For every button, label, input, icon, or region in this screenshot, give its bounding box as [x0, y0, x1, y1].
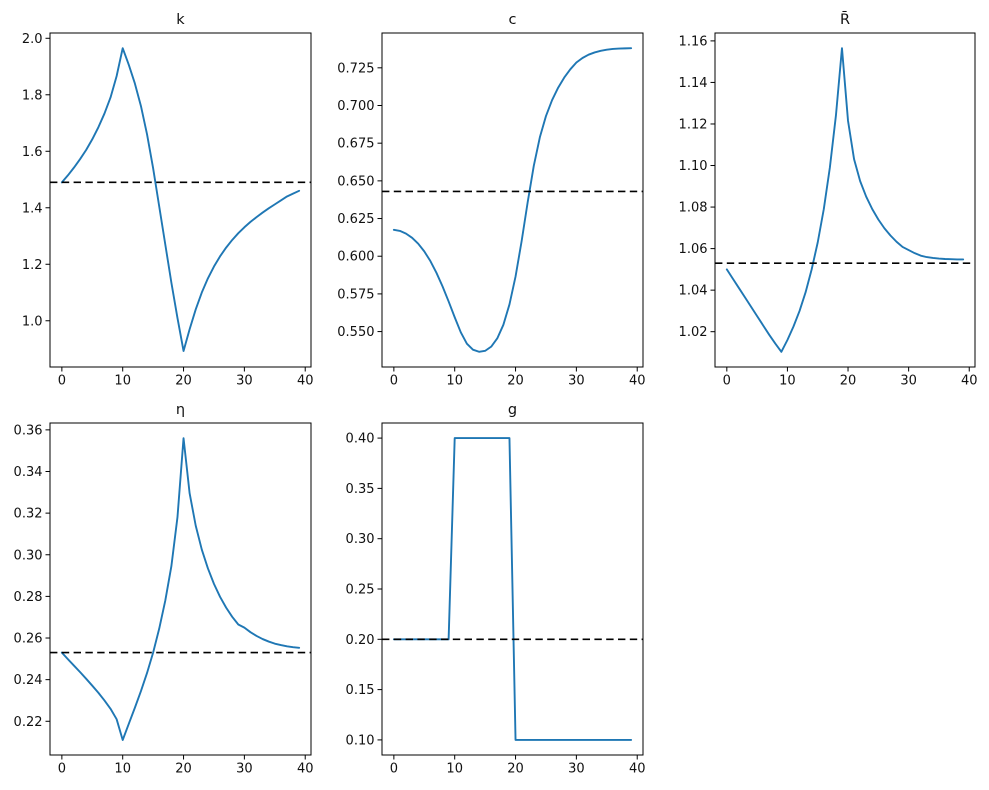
y-tick-label: 0.15 — [346, 683, 375, 698]
x-tick-label: 0 — [58, 374, 66, 389]
y-tick-label: 0.40 — [346, 432, 375, 447]
x-tick-label: 30 — [568, 762, 585, 777]
y-tick-label: 1.12 — [679, 117, 708, 132]
y-tick-label: 0.35 — [346, 482, 375, 497]
series-line — [392, 47, 633, 353]
y-tick-label: 0.725 — [337, 61, 374, 76]
subplot-rbar: R̄ 0 10 20 30 40 1.02 1.04 1.06 1.08 1.10 1.12 1.14… — [679, 10, 978, 389]
x-tick-label: 0 — [723, 374, 731, 389]
series-line — [392, 437, 633, 741]
y-tick-label: 0.36 — [14, 423, 43, 438]
x-tick-label: 40 — [629, 374, 646, 389]
x-tick-label: 20 — [175, 374, 192, 389]
x-tick-label: 20 — [507, 374, 524, 389]
y-tick-label: 1.0 — [22, 314, 43, 329]
x-tick-label: 10 — [446, 762, 463, 777]
axes-border — [49, 422, 312, 756]
y-tick-label: 1.08 — [679, 201, 708, 216]
y-tick-label: 0.675 — [337, 137, 374, 152]
x-tick-label: 40 — [297, 374, 314, 389]
y-tick-label: 0.26 — [14, 632, 43, 647]
axes-border — [381, 32, 644, 368]
x-tick-label: 10 — [114, 762, 131, 777]
y-tick-label: 1.14 — [679, 76, 708, 91]
x-tick-label: 40 — [297, 762, 314, 777]
y-tick-label: 0.575 — [337, 287, 374, 302]
y-tick-label: 1.02 — [679, 325, 708, 340]
y-tick-label: 0.600 — [337, 250, 374, 265]
x-tick-label: 30 — [568, 374, 585, 389]
x-tick-label: 40 — [629, 762, 646, 777]
chart-title: k — [176, 12, 185, 28]
x-tick-label: 0 — [390, 374, 398, 389]
subplot-c: c 0 10 20 30 40 0.550 0.575 0.600 0.625 0.650 0.67… — [337, 12, 646, 389]
x-tick-label: 20 — [840, 374, 857, 389]
axes-border — [381, 422, 644, 756]
y-tick-label: 1.16 — [679, 34, 708, 49]
x-tick-label: 20 — [507, 762, 524, 777]
y-tick-label: 0.700 — [337, 99, 374, 114]
y-tick-label: 0.30 — [14, 548, 43, 563]
chart-title: g — [508, 402, 517, 418]
x-tick-label: 10 — [114, 374, 131, 389]
y-tick-label: 1.6 — [22, 145, 43, 160]
y-tick-label: 1.2 — [22, 258, 43, 273]
subplot-g: g 0 10 20 30 40 0.10 0.15 0.20 0.25 0.30 0.35 0.40 — [346, 402, 646, 777]
y-tick-label: 0.32 — [14, 507, 43, 522]
y-tick-label: 0.25 — [346, 583, 375, 598]
chart-title: η — [176, 402, 185, 418]
y-tick-label: 1.10 — [679, 159, 708, 174]
x-tick-label: 20 — [175, 762, 192, 777]
y-tick-label: 0.22 — [14, 715, 43, 730]
subplot-k: k 0 10 20 30 40 1.0 1.2 1.4 1.6 1.8 2.0 — [22, 12, 314, 389]
chart-title: c — [509, 12, 517, 28]
x-tick-label: 30 — [236, 374, 253, 389]
y-tick-label: 0.10 — [346, 733, 375, 748]
y-tick-label: 0.24 — [14, 673, 43, 688]
y-tick-label: 0.20 — [346, 633, 375, 648]
series-line — [60, 47, 301, 352]
y-tick-label: 1.06 — [679, 242, 708, 257]
series-line — [60, 437, 301, 741]
x-tick-label: 0 — [390, 762, 398, 777]
y-tick-label: 0.550 — [337, 325, 374, 340]
y-tick-label: 0.625 — [337, 212, 374, 227]
x-tick-label: 0 — [58, 762, 66, 777]
y-tick-label: 0.28 — [14, 590, 43, 605]
subplot-eta: η 0 10 20 30 40 0.22 0.24 0.26 0.28 0.30 0.32 0.34 0… — [14, 402, 314, 777]
series-line — [725, 47, 965, 353]
y-tick-label: 0.30 — [346, 532, 375, 547]
x-tick-label: 40 — [961, 374, 978, 389]
axes-border — [49, 32, 312, 368]
y-tick-label: 2.0 — [22, 32, 43, 47]
empty-cell — [660, 395, 989, 790]
y-tick-label: 1.8 — [22, 88, 43, 103]
y-tick-label: 0.650 — [337, 174, 374, 189]
y-tick-label: 1.04 — [679, 284, 708, 299]
x-tick-label: 10 — [446, 374, 463, 389]
y-tick-label: 0.34 — [14, 465, 43, 480]
chart-title: R̄ — [840, 10, 850, 28]
axes-border — [714, 32, 976, 368]
y-tick-label: 1.4 — [22, 201, 43, 216]
x-tick-label: 30 — [236, 762, 253, 777]
x-tick-label: 30 — [900, 374, 917, 389]
x-tick-label: 10 — [779, 374, 796, 389]
